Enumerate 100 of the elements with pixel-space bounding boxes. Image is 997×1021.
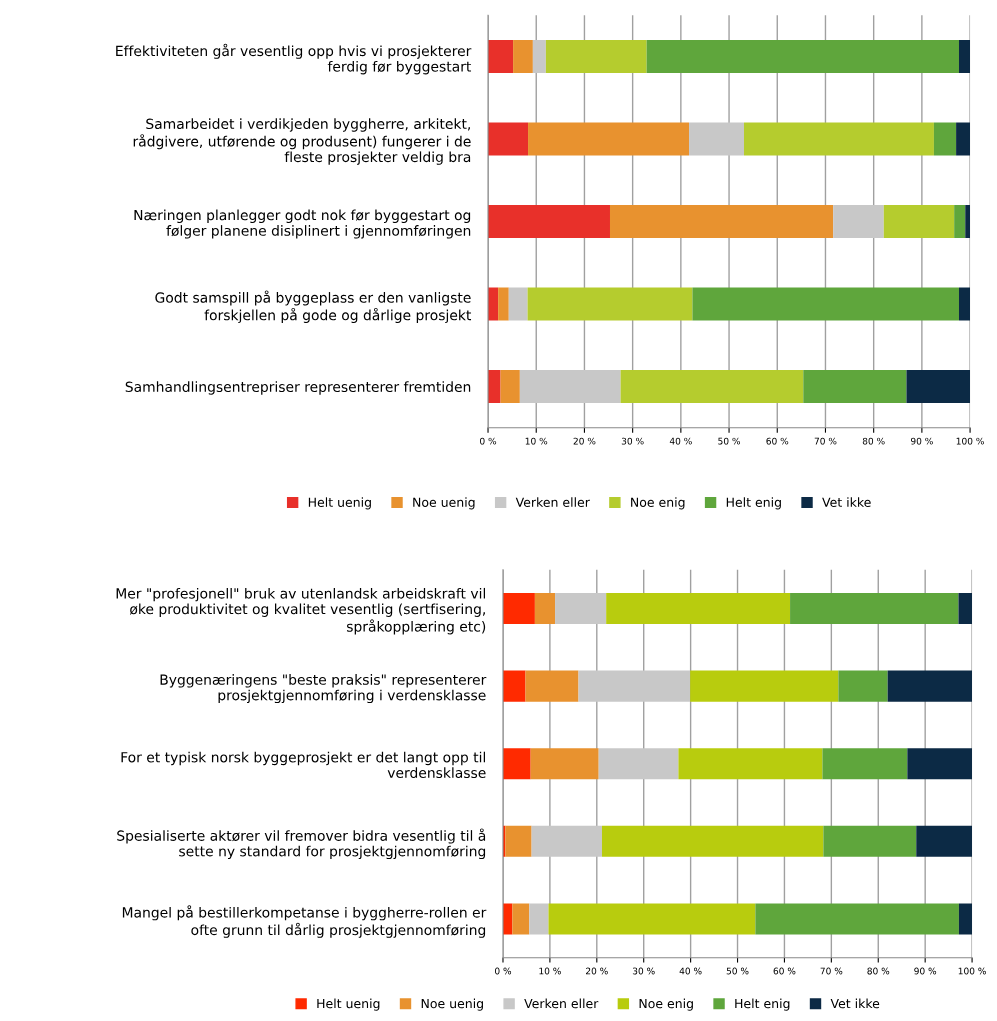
x-tick-label: 50 % <box>718 437 741 445</box>
bar <box>956 122 971 156</box>
x-tick-label: 100 % <box>956 437 984 445</box>
x-tick-label: 0 % <box>494 967 512 975</box>
legend-label: Noe enig <box>639 998 693 1011</box>
bar <box>534 593 556 625</box>
bar <box>513 40 533 74</box>
bar <box>488 40 514 74</box>
legend-label: Verken eller <box>524 998 599 1009</box>
x-tick-label: 20 % <box>586 967 608 975</box>
y-tick-label: Spesialiserte aktører vil fremover bidra vesentlig til å sette ny standard for prosjektgjennomføring <box>117 828 486 860</box>
bar <box>545 40 647 74</box>
legend-label: Helt uenig <box>317 998 380 1011</box>
x-tick-label: 20 % <box>573 437 596 445</box>
bar <box>530 748 599 780</box>
legend-label: Verken eller <box>515 497 590 507</box>
bar <box>933 122 957 156</box>
bar <box>958 593 973 625</box>
x-tick-label: 90 % <box>910 437 933 445</box>
bar <box>502 670 526 702</box>
legend-label: Helt enig <box>735 998 790 1011</box>
bar <box>606 593 791 625</box>
y-tick-label: Næringen planlegger godt nok før byggestart og følger planene disiplinert i gjennomføringen <box>134 209 471 239</box>
bar <box>803 370 907 404</box>
bar <box>508 287 528 321</box>
bar <box>598 748 679 780</box>
bar <box>488 205 610 239</box>
bar <box>532 40 546 74</box>
y-tick-label: Byggenæringens "beste praksis" representerer prosjektgjennomføring i verdensklasse <box>160 674 487 704</box>
bar <box>916 825 973 857</box>
y-tick-label: Godt samspill på byggeplass er den vanligste forskjellen på gode og dårlige prosjekt <box>155 290 472 324</box>
bar <box>958 903 973 935</box>
bar <box>678 748 823 780</box>
bar <box>531 825 602 857</box>
bar <box>502 593 535 625</box>
bar <box>958 287 971 321</box>
bar <box>500 370 520 404</box>
legend-label: Helt enig <box>726 497 781 510</box>
bar <box>525 670 579 702</box>
bar <box>502 748 531 780</box>
bar <box>790 593 959 625</box>
legend-label: Noe uenig <box>413 497 475 510</box>
bar <box>755 903 959 935</box>
bar <box>601 825 824 857</box>
legend-label: Vet ikke <box>830 998 880 1009</box>
bar <box>519 370 621 404</box>
x-tick-label: 90 % <box>914 967 937 975</box>
x-tick-label: 40 % <box>679 967 702 975</box>
y-tick-label: Samhandlingsentrepriser representerer fremtiden <box>125 381 471 395</box>
x-tick-label: 80 % <box>867 967 890 975</box>
x-tick-label: 80 % <box>862 437 885 445</box>
legend-label: Noe enig <box>631 497 685 510</box>
x-tick-label: 50 % <box>726 967 749 975</box>
bar <box>954 205 966 239</box>
bar <box>965 205 971 239</box>
y-tick-label: For et typisk norsk byggeprosjekt er det langt opp til verdensklasse <box>121 751 486 779</box>
bar <box>838 670 888 702</box>
bar <box>527 287 693 321</box>
legend-label: Helt uenig <box>308 497 371 510</box>
x-tick-label: 60 % <box>766 437 789 445</box>
bar <box>609 205 834 239</box>
bar <box>646 40 959 74</box>
bar <box>833 205 884 239</box>
y-tick-label: Samarbeidet i verdikjeden byggherre, arkitekt, rådgivere, utførende og produsent) fungerer i de fleste prosjekter veldig bra <box>133 118 471 165</box>
x-tick-label: 10 % <box>525 437 548 445</box>
bar <box>690 670 839 702</box>
x-tick-label: 0 % <box>480 437 497 445</box>
bar <box>620 370 804 404</box>
bar <box>555 593 607 625</box>
bar <box>887 670 973 702</box>
bar <box>823 825 917 857</box>
bar <box>578 670 691 702</box>
bar <box>488 122 529 156</box>
y-tick-label: Mer "profesjonell" bruk av utenlandsk arbeidskraft vil øke produktivitet og kvalitet vesentlig (sertfisering, språkopplæring etc) <box>116 587 486 635</box>
legend-label: Noe uenig <box>421 998 483 1011</box>
x-tick-label: 70 % <box>814 437 837 445</box>
y-tick-label: Mangel på bestillerkompetanse i byggherre-rollen er ofte grunn til dårlig prosjektgjennomføring <box>122 905 487 938</box>
x-tick-label: 10 % <box>539 967 561 975</box>
legend-label: Vet ikke <box>822 497 871 507</box>
bar <box>498 287 509 321</box>
y-tick-label: Effektiviteten går vesentlig opp hvis vi prosjekterer ferdig før byggestart <box>116 43 472 75</box>
bar <box>505 825 532 857</box>
bar <box>692 287 959 321</box>
bar <box>883 205 955 239</box>
x-tick-label: 60 % <box>773 967 796 975</box>
x-tick-label: 30 % <box>621 437 644 445</box>
bar <box>907 748 973 780</box>
bar <box>488 370 501 404</box>
bar <box>512 903 530 935</box>
bar <box>548 903 756 935</box>
x-tick-label: 40 % <box>669 437 692 445</box>
x-tick-label: 100 % <box>958 967 986 975</box>
bar <box>906 370 971 404</box>
x-tick-label: 30 % <box>632 967 655 975</box>
x-tick-label: 70 % <box>820 967 843 975</box>
bar <box>744 122 934 156</box>
bar <box>528 122 690 156</box>
bar <box>529 903 549 935</box>
bar <box>822 748 908 780</box>
bar <box>689 122 744 156</box>
